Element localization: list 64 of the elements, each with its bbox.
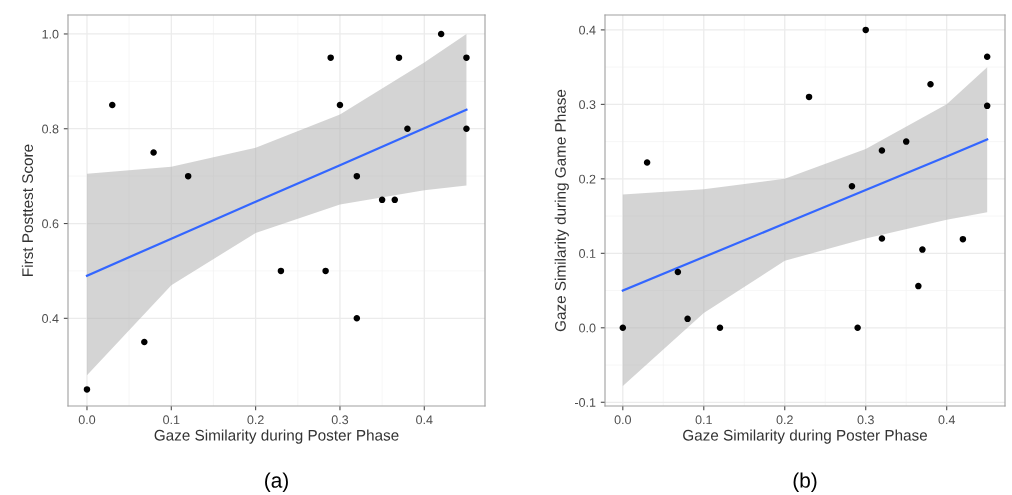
point xyxy=(395,54,403,61)
x-tick-label: 0.3 xyxy=(857,415,874,425)
y-tick-label: 0.2 xyxy=(579,174,596,184)
y-tick-label: 0.0 xyxy=(579,323,596,333)
x-tick-label: 0.4 xyxy=(938,415,956,425)
y-tick-label: 0.4 xyxy=(579,25,596,35)
point xyxy=(902,138,910,145)
point xyxy=(983,102,991,110)
point xyxy=(150,149,157,156)
text: (a) xyxy=(265,472,288,492)
x-tick-label: 0.0 xyxy=(78,415,96,425)
point xyxy=(353,172,361,180)
point xyxy=(83,386,91,393)
line-series xyxy=(85,108,468,277)
point xyxy=(463,125,470,132)
point xyxy=(684,315,691,323)
x-tick-label: 0.4 xyxy=(416,415,433,425)
point xyxy=(959,235,967,243)
point xyxy=(919,246,926,253)
x-tick-label: 0.2 xyxy=(776,415,793,425)
point xyxy=(141,338,148,346)
x-tick-label: 0.3 xyxy=(331,415,349,425)
x-tick-label: 0.1 xyxy=(695,415,712,425)
point xyxy=(336,101,344,109)
y-tick-label: 0.1 xyxy=(579,249,596,258)
point xyxy=(854,324,861,332)
point xyxy=(322,267,329,275)
point xyxy=(674,268,682,276)
y-tick-label: -0.1 xyxy=(574,398,596,407)
y-tick-label: 0.3 xyxy=(579,100,596,110)
y-tick-label: 1.0 xyxy=(42,29,59,39)
point xyxy=(878,147,886,154)
y-tick-label: 0.6 xyxy=(42,219,59,229)
point xyxy=(862,26,869,34)
y-axis-title: Gaze Similarity during Game Phase xyxy=(554,89,569,332)
point xyxy=(805,93,813,101)
point xyxy=(983,53,991,60)
point xyxy=(619,324,627,332)
point xyxy=(463,54,470,61)
x-axis-title: Gaze Similarity during Poster Phase xyxy=(683,429,928,444)
point xyxy=(353,315,361,322)
point xyxy=(915,282,922,290)
x-axis-title: Gaze Similarity during Poster Phase xyxy=(154,429,399,444)
text: (b) xyxy=(793,472,817,492)
point xyxy=(716,324,724,332)
point xyxy=(277,267,285,275)
point xyxy=(391,196,399,204)
point xyxy=(378,196,386,204)
point xyxy=(109,101,116,109)
point xyxy=(437,30,445,38)
point xyxy=(184,172,192,180)
y-axis-title: First Posttest Score xyxy=(21,144,34,276)
point xyxy=(643,159,651,166)
x-tick-label: 0.2 xyxy=(247,415,264,425)
y-tick-label: 0.4 xyxy=(42,314,59,323)
point xyxy=(404,125,411,132)
point xyxy=(327,54,334,61)
line-series xyxy=(621,138,989,292)
point xyxy=(927,81,934,88)
y-tick-label: 0.8 xyxy=(42,124,59,134)
point xyxy=(848,183,856,190)
x-tick-label: 0.0 xyxy=(614,415,632,425)
x-tick-label: 0.1 xyxy=(163,415,180,425)
point xyxy=(878,235,886,242)
